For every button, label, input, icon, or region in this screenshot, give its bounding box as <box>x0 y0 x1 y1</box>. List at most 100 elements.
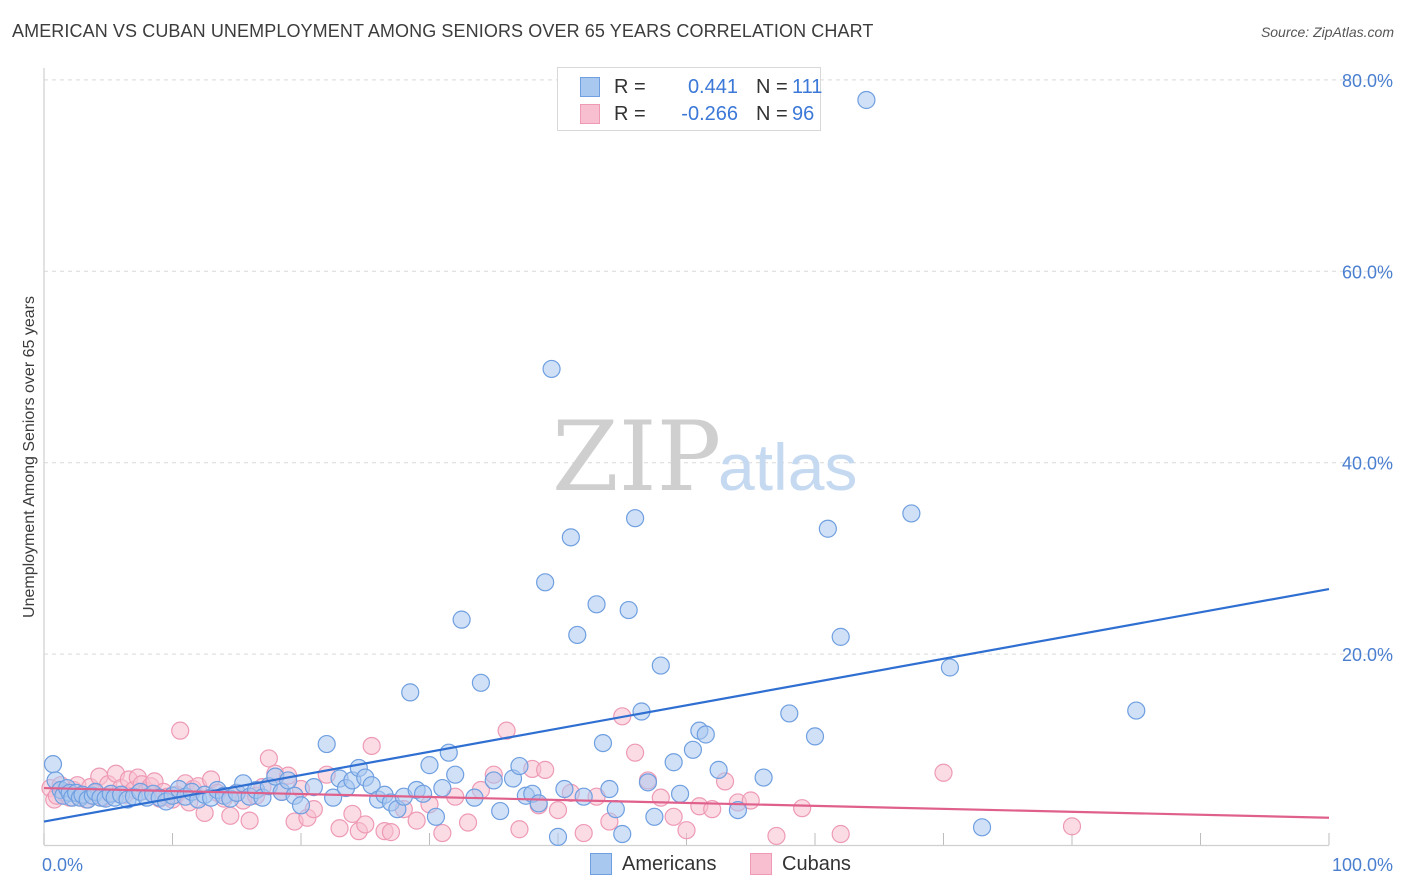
americans-point <box>709 760 728 779</box>
americans-point <box>43 755 63 774</box>
americans-point <box>536 573 555 592</box>
cubans-point <box>934 763 953 782</box>
cubans-trend-line <box>43 786 1330 819</box>
cubans-point <box>831 824 850 844</box>
legend-americans-swatch <box>590 853 612 875</box>
cubans-point <box>767 826 786 846</box>
cubans-point <box>171 721 190 740</box>
cubans-point <box>677 821 696 840</box>
americans-point <box>587 595 606 614</box>
cubans-point <box>362 736 381 756</box>
americans-point <box>780 704 799 723</box>
americans-point <box>638 773 658 792</box>
americans-point <box>446 765 465 784</box>
legend-americans-label: Americans <box>622 853 717 875</box>
americans-point <box>433 778 452 798</box>
americans-point <box>561 528 580 547</box>
cubans-point <box>793 799 812 818</box>
americans-point <box>664 753 683 772</box>
americans-point <box>619 600 638 620</box>
americans-point <box>324 788 343 807</box>
americans-point <box>940 658 960 677</box>
cubans-n-value: 96 <box>792 103 815 125</box>
americans-point <box>805 727 825 746</box>
americans-point <box>317 734 336 754</box>
x-tick-label: 100.0% <box>1332 855 1393 875</box>
cubans-point <box>458 813 478 832</box>
cubans-point <box>1062 817 1082 836</box>
cubans-point <box>703 800 722 819</box>
cubans-point <box>510 820 529 839</box>
americans-point <box>645 807 664 826</box>
watermark: ZIP atlas <box>552 401 857 513</box>
americans-n-label: N = <box>756 76 788 98</box>
cubans-swatch <box>580 104 600 124</box>
cubans-point <box>259 749 278 768</box>
cubans-point <box>497 721 516 740</box>
americans-point <box>831 627 850 646</box>
y-tick-labels: 20.0% 40.0% 60.0% 80.0% <box>1342 71 1393 665</box>
y-tick-label: 80.0% <box>1342 71 1393 91</box>
cubans-r-value: -0.266 <box>681 103 738 125</box>
cubans-point <box>651 788 670 807</box>
americans-point <box>651 656 670 675</box>
americans-point <box>574 787 593 806</box>
americans-point <box>696 725 715 744</box>
cubans-point <box>356 815 375 834</box>
americans-point <box>683 740 703 759</box>
y-axis-label: Unemployment Among Seniors over 65 years <box>21 296 38 618</box>
y-tick-label: 40.0% <box>1342 454 1393 474</box>
cubans-point <box>343 804 362 824</box>
americans-r-value: 0.441 <box>687 76 738 98</box>
watermark-zip: ZIP <box>552 401 721 513</box>
y-tick-label: 60.0% <box>1342 262 1393 282</box>
americans-point <box>754 768 773 787</box>
americans-point <box>413 784 433 803</box>
legend-cubans-swatch <box>750 853 772 875</box>
americans-point <box>593 734 613 753</box>
americans-point <box>972 818 992 837</box>
americans-point <box>471 673 490 692</box>
americans-swatch <box>580 77 600 97</box>
americans-r-label: R = <box>614 76 646 98</box>
americans-point <box>279 771 298 790</box>
americans-point <box>452 610 471 629</box>
americans-point <box>568 625 587 645</box>
cubans-point <box>548 800 568 820</box>
watermark-atlas: atlas <box>718 430 857 504</box>
americans-point <box>491 801 510 821</box>
americans-point <box>510 756 529 776</box>
americans-point <box>600 779 619 799</box>
stats-box: R = 0.441 N = 111 R = -0.266 N = 96 <box>557 67 823 131</box>
cubans-point <box>536 760 555 779</box>
x-tick-labels: 0.0% 100.0% <box>42 855 1393 875</box>
legend: Americans Cubans <box>0 852 1406 878</box>
chart-title: AMERICAN VS CUBAN UNEMPLOYMENT AMONG SEN… <box>12 21 874 41</box>
cubans-point <box>221 806 240 825</box>
americans-point <box>529 794 548 813</box>
cubans-n-label: N = <box>756 103 788 125</box>
americans-point <box>542 359 561 379</box>
x-tick-label: 0.0% <box>42 855 83 875</box>
cubans-point <box>433 823 452 843</box>
cubans-point <box>381 823 401 842</box>
americans-point <box>484 771 503 790</box>
cubans-point <box>330 819 349 838</box>
americans-point <box>670 784 690 803</box>
y-tick-label: 20.0% <box>1342 645 1393 665</box>
cubans-point <box>240 811 259 830</box>
cubans-point <box>407 811 426 830</box>
americans-n-value: 111 <box>792 76 823 98</box>
americans-trend-line <box>43 587 1330 823</box>
gridlines <box>44 79 1392 655</box>
americans-point <box>401 683 420 702</box>
americans-point <box>818 519 837 538</box>
americans-point <box>304 778 323 797</box>
source-credit: Source: ZipAtlas.com <box>1260 24 1394 40</box>
americans-point <box>728 800 748 820</box>
cubans-point <box>574 823 593 843</box>
legend-cubans-label: Cubans <box>782 853 851 875</box>
americans-point <box>625 509 645 528</box>
americans-point <box>548 827 568 846</box>
